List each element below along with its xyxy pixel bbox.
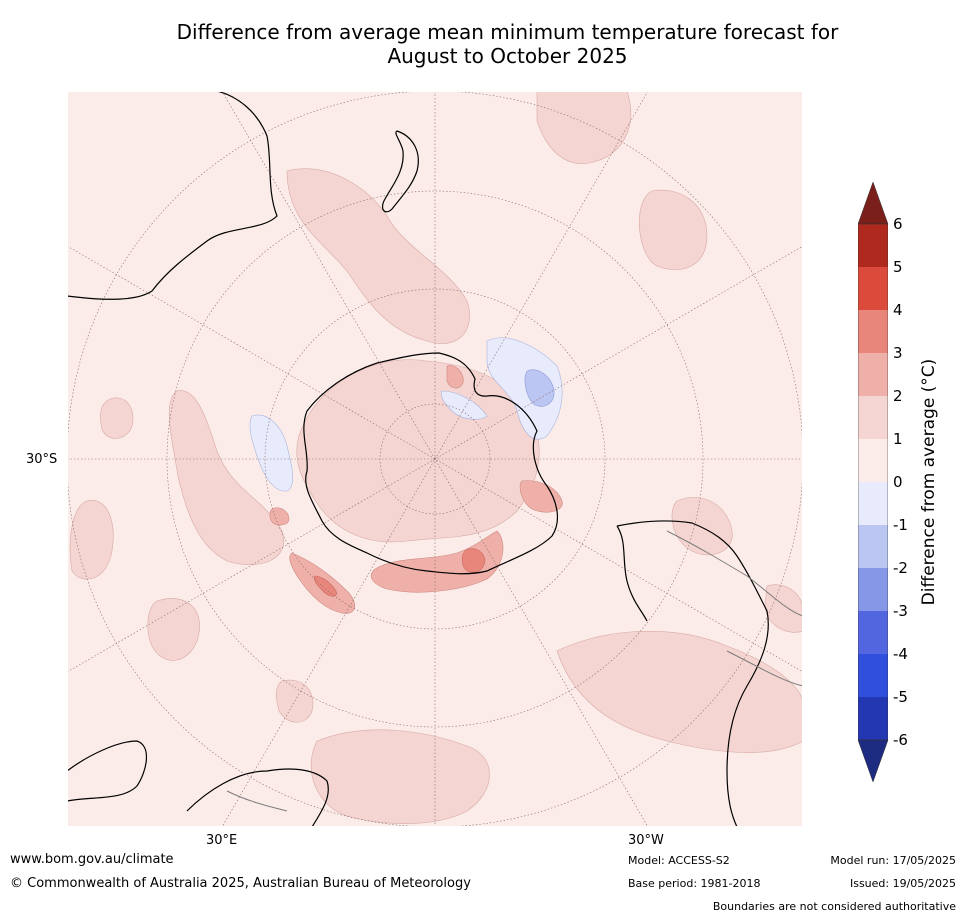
colorbar-band-neg0-1 <box>858 482 888 525</box>
map-plot <box>67 91 803 827</box>
africa-coastline <box>67 91 278 300</box>
anomaly-band-3-4 <box>313 548 486 597</box>
lat-label-30s: 30°S <box>26 452 58 467</box>
lon-label-30w: 30°W <box>628 833 664 848</box>
colorbar <box>858 182 888 782</box>
colorbar-tick: 0 <box>893 473 903 491</box>
graticule <box>67 91 803 827</box>
footer-disclaimer: Boundaries are not considered authoritat… <box>712 900 956 913</box>
colorbar-label: Difference from average (°C) <box>919 358 939 606</box>
anomaly-band-1-2 <box>69 91 803 824</box>
colorbar-tick: 4 <box>893 301 903 319</box>
colorbar-band-neg5-6 <box>858 697 888 740</box>
colorbar-tick: -3 <box>893 602 908 620</box>
title-line-1: Difference from average mean minimum tem… <box>176 20 839 44</box>
antarctica-coastline <box>303 352 559 575</box>
south-america-coastline <box>616 520 769 827</box>
title-line-2: August to October 2025 <box>387 44 628 68</box>
colorbar-tick: 1 <box>893 430 903 448</box>
colorbar-band-0-1 <box>858 439 888 482</box>
footer-base-period: Base period: 1981-2018 <box>628 877 761 890</box>
colorbar-band-neg4-5 <box>858 654 888 697</box>
footer-url[interactable]: www.bom.gov.au/climate <box>10 852 174 867</box>
map-title: Difference from average mean minimum tem… <box>0 20 965 68</box>
colorbar-band-1-2 <box>858 396 888 439</box>
colorbar-tick: 2 <box>893 387 903 405</box>
colorbar-tick: -5 <box>893 688 908 706</box>
south-america-west-coastline <box>616 525 648 622</box>
colorbar-tick: -2 <box>893 559 908 577</box>
colorbar-band-neg2-3 <box>858 568 888 611</box>
colorbar-tick: 6 <box>893 215 903 233</box>
footer-model-run: Model run: 17/05/2025 <box>830 854 956 867</box>
colorbar-band-neg1-2 <box>858 525 888 568</box>
colorbar-tick: -4 <box>893 645 908 663</box>
australia-east-coastline <box>186 768 329 827</box>
colorbar-tick: 3 <box>893 344 903 362</box>
colorbar-under-triangle <box>858 739 888 782</box>
colorbar-band-4-5 <box>858 267 888 310</box>
colorbar-tick: -1 <box>893 516 908 534</box>
anomaly-band-neg-1-2 <box>524 369 555 407</box>
colorbar-tick: 5 <box>893 258 903 276</box>
anomaly-band-neg-0-1 <box>249 337 563 492</box>
footer-issued: Issued: 19/05/2025 <box>849 877 956 890</box>
colorbar-tick: -6 <box>893 731 908 749</box>
colorbar-over-triangle <box>858 182 888 225</box>
lon-label-30e: 30°E <box>206 833 238 848</box>
new-zealand-coastline <box>381 130 419 213</box>
colorbar-band-5-6 <box>858 224 888 267</box>
colorbar-band-3-4 <box>858 310 888 353</box>
footer-copyright: © Commonwealth of Australia 2025, Austra… <box>10 876 471 891</box>
country-boundaries <box>226 530 803 812</box>
footer-model: Model: ACCESS-S2 <box>628 854 730 867</box>
colorbar-band-2-3 <box>858 353 888 396</box>
coastlines <box>67 91 769 827</box>
australia-coastline <box>67 740 147 802</box>
colorbar-band-neg3-4 <box>858 611 888 654</box>
